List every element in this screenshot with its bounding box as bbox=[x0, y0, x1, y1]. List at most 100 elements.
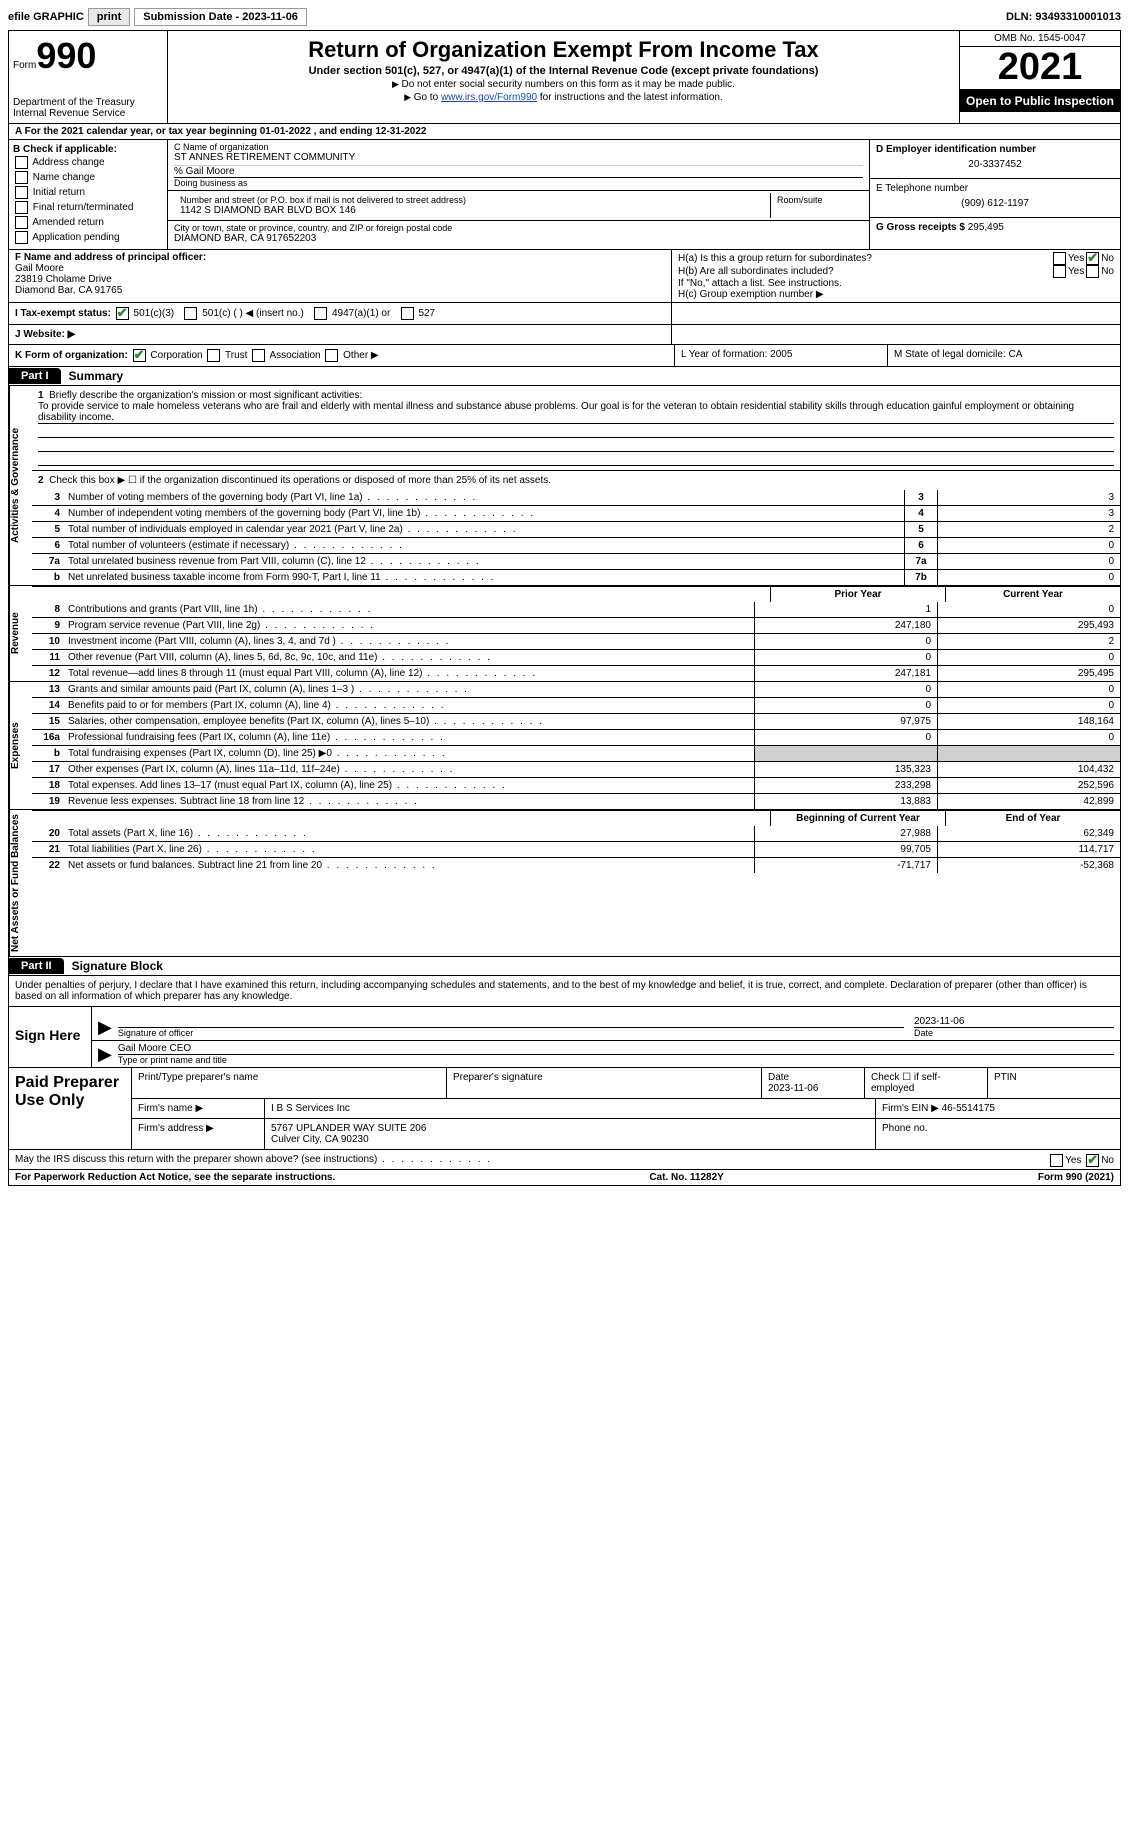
firm-name: I B S Services Inc bbox=[265, 1099, 876, 1118]
row-j: J Website: ▶ bbox=[9, 325, 672, 344]
k-other[interactable] bbox=[325, 349, 338, 362]
sig-date: 2023-11-06 bbox=[914, 1016, 1114, 1028]
section-f: F Name and address of principal officer:… bbox=[9, 250, 672, 302]
ein: 20-3337452 bbox=[876, 155, 1114, 174]
ha-yes[interactable] bbox=[1053, 252, 1066, 265]
org-name-label: C Name of organization bbox=[174, 142, 863, 152]
line-13: 13 Grants and similar amounts paid (Part… bbox=[32, 682, 1120, 697]
vtab-expenses: Expenses bbox=[9, 682, 32, 809]
hb-no[interactable] bbox=[1086, 265, 1099, 278]
k-corp[interactable] bbox=[133, 349, 146, 362]
header-right: OMB No. 1545-0047 2021 Open to Public In… bbox=[960, 31, 1120, 123]
line-15: 15 Salaries, other compensation, employe… bbox=[32, 713, 1120, 729]
line-14: 14 Benefits paid to or for members (Part… bbox=[32, 697, 1120, 713]
line-19: 19 Revenue less expenses. Subtract line … bbox=[32, 793, 1120, 809]
footer-mid: Cat. No. 11282Y bbox=[649, 1172, 723, 1183]
top-bar: efile GRAPHIC print Submission Date - 20… bbox=[8, 8, 1121, 26]
officer-name: Gail Moore bbox=[15, 263, 665, 274]
row-l: L Year of formation: 2005 bbox=[675, 345, 888, 366]
note-ssn: Do not enter social security numbers on … bbox=[176, 79, 951, 90]
line-3: 3 Number of voting members of the govern… bbox=[32, 490, 1120, 505]
arrow-icon: ▶ bbox=[98, 1044, 112, 1065]
part2-tab: Part II bbox=[9, 958, 64, 974]
part2-title: Signature Block bbox=[64, 957, 171, 975]
check-pending[interactable] bbox=[15, 231, 28, 244]
efile-label: efile GRAPHIC bbox=[8, 11, 84, 23]
preparer-label: Paid Preparer Use Only bbox=[9, 1068, 132, 1149]
line-6: 6 Total number of volunteers (estimate i… bbox=[32, 537, 1120, 553]
form-page: Form 990 Department of the Treasury Inte… bbox=[8, 30, 1121, 1186]
row-k: K Form of organization: Corporation Trus… bbox=[9, 345, 675, 366]
dept-label: Department of the Treasury Internal Reve… bbox=[13, 97, 163, 119]
mission-block: 1 Briefly describe the organization's mi… bbox=[32, 386, 1120, 471]
note-goto: Go to www.irs.gov/Form990 for instructio… bbox=[176, 92, 951, 103]
print-button[interactable]: print bbox=[88, 8, 130, 26]
care-of: % Gail Moore bbox=[174, 165, 863, 177]
street-label: Number and street (or P.O. box if mail i… bbox=[180, 195, 764, 205]
b-header: B Check if applicable: bbox=[13, 144, 163, 155]
discuss-row: May the IRS discuss this return with the… bbox=[9, 1150, 1120, 1170]
inspection-label: Open to Public Inspection bbox=[960, 90, 1120, 112]
officer-addr2: Diamond Bar, CA 91765 bbox=[15, 285, 665, 296]
gross-label: G Gross receipts $ bbox=[876, 222, 965, 233]
dln-label: DLN: 93493310001013 bbox=[1006, 11, 1121, 23]
part1-title: Summary bbox=[61, 367, 132, 385]
gross-receipts: 295,495 bbox=[968, 222, 1004, 233]
mission-text: To provide service to male homeless vete… bbox=[38, 401, 1114, 424]
i-501c3[interactable] bbox=[116, 307, 129, 320]
room-label: Room/suite bbox=[777, 195, 857, 205]
line-b: b Total fundraising expenses (Part IX, c… bbox=[32, 745, 1120, 761]
discuss-yes[interactable] bbox=[1050, 1154, 1063, 1167]
sig-name-title: Gail Moore CEO bbox=[118, 1043, 1114, 1055]
col-c: C Name of organization ST ANNES RETIREME… bbox=[168, 140, 870, 249]
f-label: F Name and address of principal officer: bbox=[15, 252, 665, 263]
check-initial[interactable] bbox=[15, 186, 28, 199]
phone: (909) 612-1197 bbox=[876, 194, 1114, 213]
line-10: 10 Investment income (Part VIII, column … bbox=[32, 633, 1120, 649]
i-4947[interactable] bbox=[314, 307, 327, 320]
sig-officer-label: Signature of officer bbox=[118, 1028, 904, 1038]
form-number: 990 bbox=[36, 35, 96, 77]
line-16a: 16a Professional fundraising fees (Part … bbox=[32, 729, 1120, 745]
line-7a: 7a Total unrelated business revenue from… bbox=[32, 553, 1120, 569]
line-4: 4 Number of independent voting members o… bbox=[32, 505, 1120, 521]
discuss-no[interactable] bbox=[1086, 1154, 1099, 1167]
i-501c[interactable] bbox=[184, 307, 197, 320]
ein-label: D Employer identification number bbox=[876, 144, 1114, 155]
part1-tab: Part I bbox=[9, 368, 61, 384]
k-trust[interactable] bbox=[207, 349, 220, 362]
sign-here-label: Sign Here bbox=[9, 1007, 92, 1067]
check-name[interactable] bbox=[15, 171, 28, 184]
submission-date: Submission Date - 2023-11-06 bbox=[134, 8, 307, 26]
line-20: 20 Total assets (Part X, line 16) 27,988… bbox=[32, 826, 1120, 841]
col-d: D Employer identification number 20-3337… bbox=[870, 140, 1120, 249]
check-address[interactable] bbox=[15, 156, 28, 169]
form-title: Return of Organization Exempt From Incom… bbox=[176, 37, 951, 63]
line2: 2 Check this box ▶ ☐ if the organization… bbox=[32, 471, 1120, 490]
line-5: 5 Total number of individuals employed i… bbox=[32, 521, 1120, 537]
check-amended[interactable] bbox=[15, 216, 28, 229]
footer-right: Form 990 (2021) bbox=[1038, 1172, 1114, 1183]
city-label: City or town, state or province, country… bbox=[174, 223, 863, 233]
col-b: B Check if applicable: Address change Na… bbox=[9, 140, 168, 249]
i-527[interactable] bbox=[401, 307, 414, 320]
k-assoc[interactable] bbox=[252, 349, 265, 362]
section-h: H(a) Is this a group return for subordin… bbox=[672, 250, 1120, 302]
hb-yes[interactable] bbox=[1053, 265, 1066, 278]
vtab-netassets: Net Assets or Fund Balances bbox=[9, 810, 32, 956]
row-a: A For the 2021 calendar year, or tax yea… bbox=[9, 124, 1120, 140]
officer-addr1: 23819 Cholame Drive bbox=[15, 274, 665, 285]
vtab-governance: Activities & Governance bbox=[9, 386, 32, 585]
line-17: 17 Other expenses (Part IX, column (A), … bbox=[32, 761, 1120, 777]
phone-label: E Telephone number bbox=[876, 183, 1114, 194]
hc-label: H(c) Group exemption number ▶ bbox=[678, 289, 1114, 300]
header-left: Form 990 Department of the Treasury Inte… bbox=[9, 31, 168, 123]
ha-no[interactable] bbox=[1086, 252, 1099, 265]
irs-link[interactable]: www.irs.gov/Form990 bbox=[441, 92, 537, 103]
row-m: M State of legal domicile: CA bbox=[888, 345, 1120, 366]
tax-year: 2021 bbox=[960, 47, 1120, 90]
check-final[interactable] bbox=[15, 201, 28, 214]
omb-number: OMB No. 1545-0047 bbox=[960, 31, 1120, 47]
dba-label: Doing business as bbox=[174, 177, 863, 188]
line-9: 9 Program service revenue (Part VIII, li… bbox=[32, 617, 1120, 633]
